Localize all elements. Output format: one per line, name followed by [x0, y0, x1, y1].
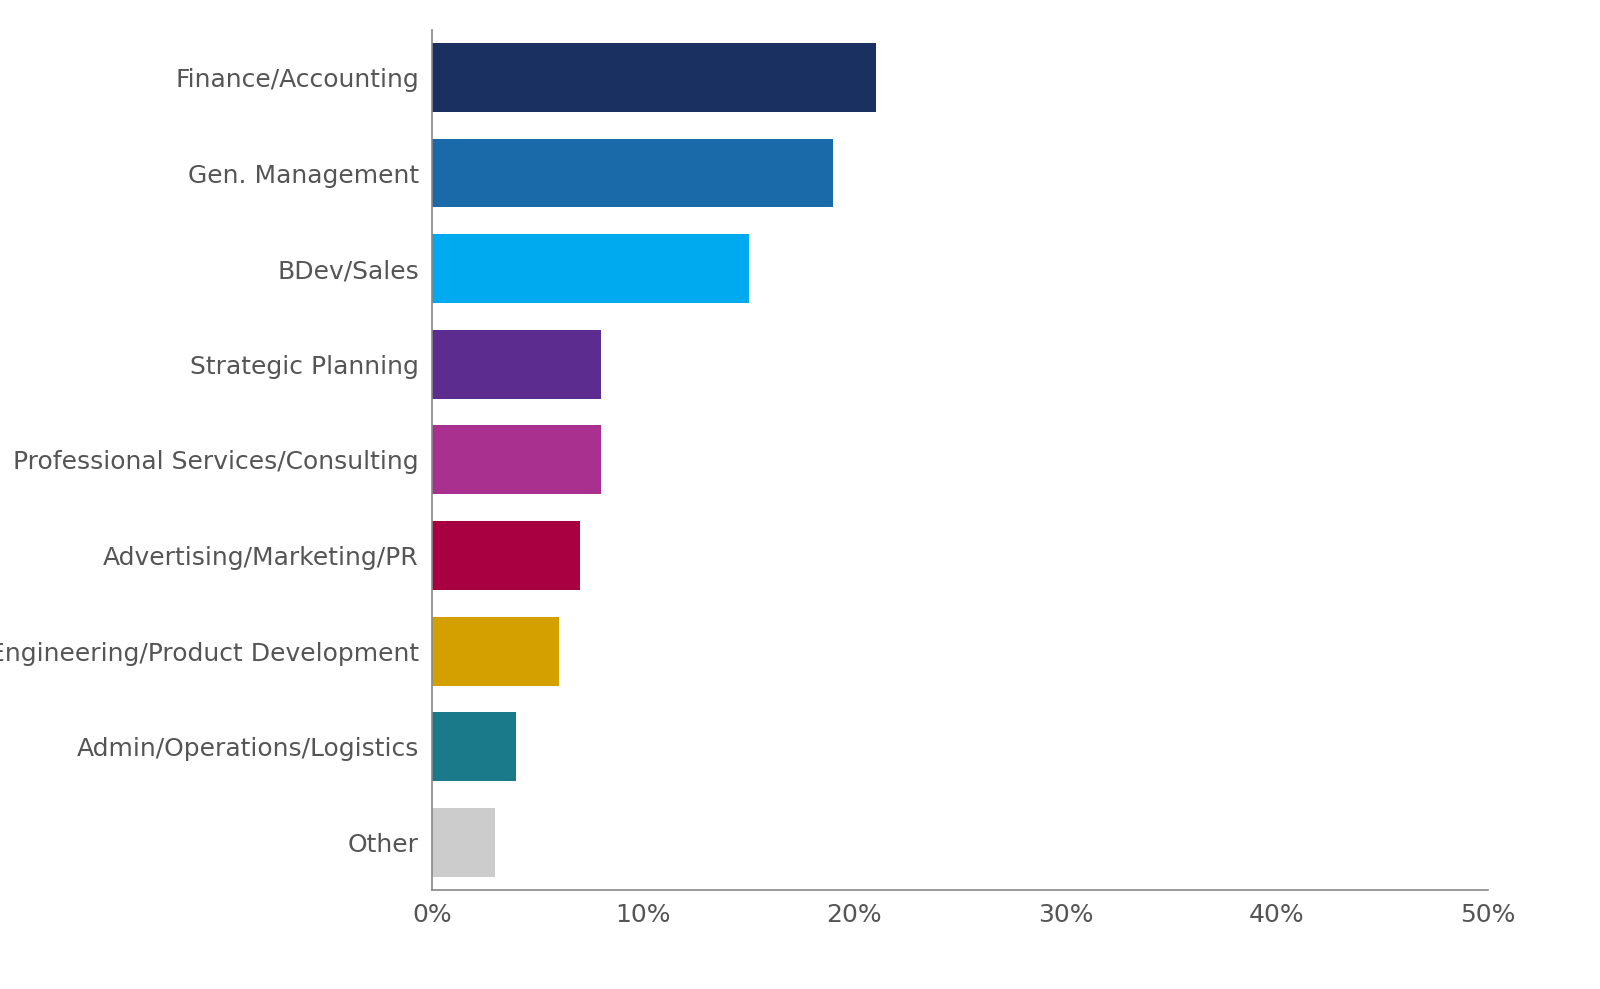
Bar [432, 521, 579, 589]
Bar [432, 617, 558, 685]
Bar [432, 44, 875, 112]
Bar [432, 234, 749, 303]
Bar [432, 712, 517, 781]
Bar [432, 808, 496, 876]
Bar [432, 330, 602, 399]
Bar [432, 138, 834, 208]
Bar [432, 425, 602, 494]
